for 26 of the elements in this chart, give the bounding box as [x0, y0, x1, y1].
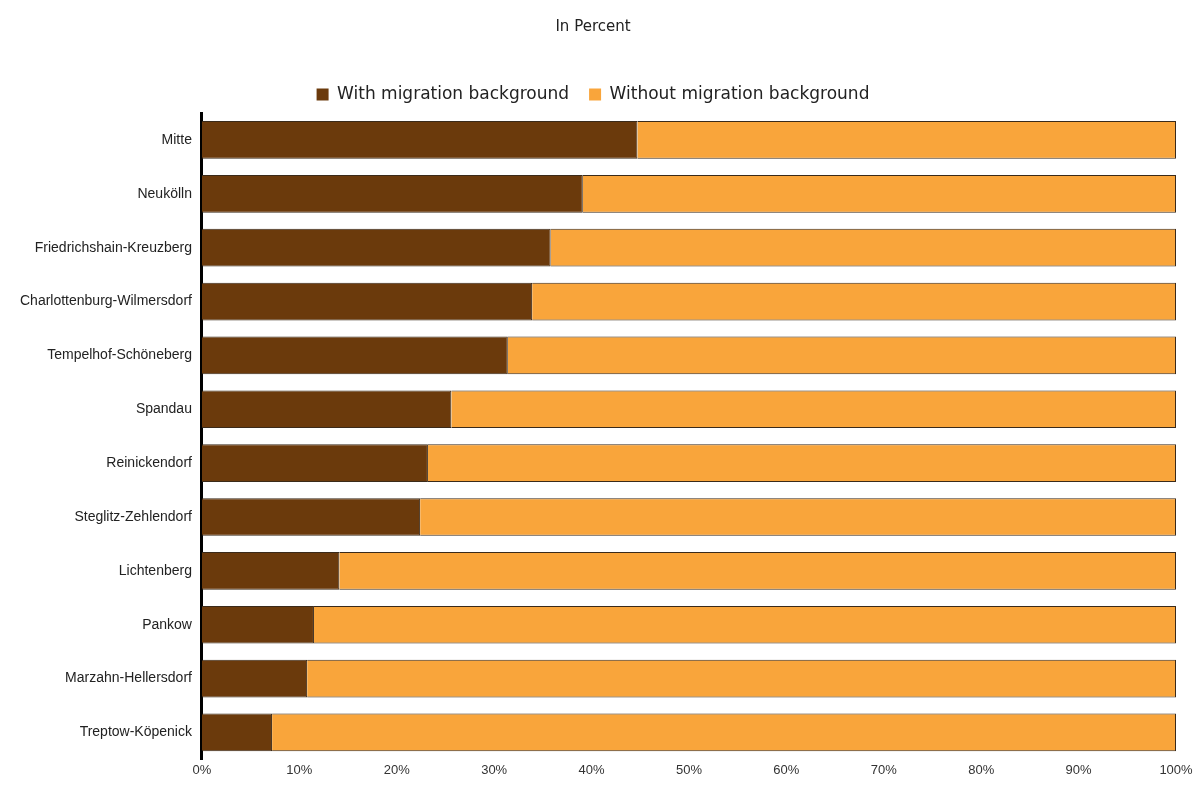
x-tick-label: 10%	[286, 761, 313, 777]
x-tick-label: 90%	[1065, 761, 1093, 777]
y-tick-label: Neukölln	[137, 184, 192, 201]
y-tick-label: Mitte	[161, 130, 193, 147]
x-tick-label: 30%	[481, 761, 508, 777]
y-tick-label: Marzahn-Hellersdorf	[65, 669, 193, 686]
x-tick-label: 80%	[968, 761, 995, 777]
x-tick-label: 70%	[870, 761, 898, 777]
y-tick-label: Spandau	[135, 400, 192, 417]
y-tick-label: Treptow-Köpenick	[79, 723, 193, 740]
legend-label: Without migration background	[609, 82, 870, 103]
x-tick-label: 20%	[383, 761, 411, 777]
x-tick-label: 100%	[1159, 761, 1194, 777]
x-tick-label: 0%	[192, 761, 212, 777]
y-tick-label: Charlottenburg-Wilmersdorf	[19, 292, 193, 309]
y-tick-label: Steglitz-Zehlendorf	[74, 507, 193, 524]
y-tick-label: Lichtenberg	[118, 561, 192, 578]
x-tick-label: 50%	[675, 761, 703, 777]
legend-label: With migration background	[337, 82, 570, 103]
x-tick-label: 60%	[773, 761, 800, 777]
y-tick-label: Tempelhof-Schöneberg	[47, 346, 192, 363]
y-tick-label: Pankow	[142, 615, 193, 632]
x-tick-label: 40%	[578, 761, 606, 777]
chart-title: In Percent	[555, 16, 631, 35]
y-tick-label: Reinickendorf	[106, 453, 193, 470]
y-tick-label: Friedrichshain-Kreuzberg	[34, 238, 192, 255]
